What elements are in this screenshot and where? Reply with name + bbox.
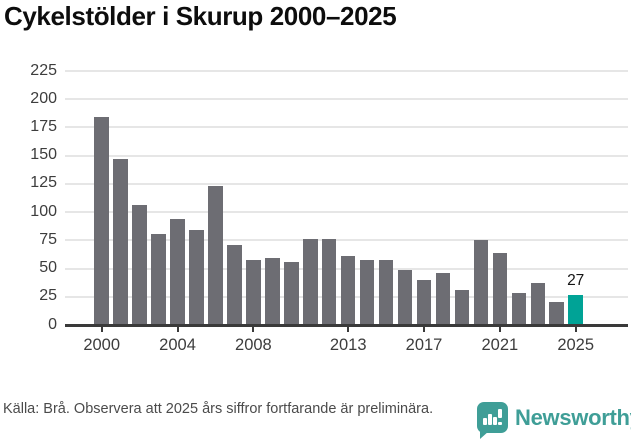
x-tick-label-2017: 2017 [405,336,443,354]
x-tick-label-2004: 2004 [159,336,196,354]
bar-2016 [397,269,413,325]
y-tick-label-125: 125 [30,174,57,192]
gridline-225 [65,70,628,72]
x-tick-label-2000: 2000 [83,336,121,354]
brand-name: Newsworthy [515,404,631,430]
y-tick-label-50: 50 [39,259,57,277]
icon-bubble-tail [480,431,489,439]
source-note: Källa: Brå. Observera att 2025 års siffr… [3,401,434,417]
icon-bar-2 [488,414,492,425]
x-tick-2017 [423,327,426,332]
bar-2011 [303,239,318,325]
x-tick-2013 [347,327,350,332]
x-tick-label-2021: 2021 [481,336,519,354]
y-tick-label-150: 150 [30,146,57,164]
y-tick-label-75: 75 [39,230,57,248]
x-tick-label-2013: 2013 [329,336,367,354]
x-tick-2000 [100,327,103,332]
bar-2005 [189,230,204,325]
gridline-175 [65,126,628,129]
icon-bar-3 [493,416,497,425]
bar-2012 [321,239,337,325]
bar-2013 [340,256,356,325]
bar-2002 [132,205,147,325]
gridline-75 [65,239,628,242]
icon-bar-1 [483,418,487,425]
chart-title: Cykelstölder i Skurup 2000–2025 [4,1,397,31]
newsworthy-logo: Newsworthy [477,402,631,439]
y-tick-label-175: 175 [30,117,57,135]
y-tick-label-25: 25 [39,287,57,305]
bar-2025 [568,294,583,325]
bar-2015 [378,259,394,325]
x-tick-label-2025: 2025 [557,336,595,354]
highlight-value-label: 27 [567,271,585,289]
bar-2021 [492,252,508,325]
bar-2020 [473,240,489,325]
y-tick-label-0: 0 [48,315,57,333]
gridline-125 [65,182,628,185]
x-tick-2008 [252,327,255,332]
bar-2008 [246,259,261,325]
bar-2003 [151,233,166,325]
gridline-100 [65,211,628,214]
x-tick-2025 [574,327,577,332]
x-tick-2021 [498,327,501,332]
bar-2022 [511,293,527,325]
bar-2024 [549,302,564,325]
bar-2023 [530,283,546,325]
bar-2000 [94,117,109,325]
x-axis-line [65,324,628,327]
bar-2007 [227,244,242,325]
bar-2017 [416,279,432,325]
icon-exclamation-dot [498,421,502,425]
y-tick-label-100: 100 [30,202,57,220]
y-tick-label-200: 200 [30,89,57,107]
x-tick-label-2008: 2008 [235,336,272,354]
gridline-150 [65,154,628,157]
y-tick-label-225: 225 [30,61,57,79]
bar-2019 [454,290,470,325]
bar-2009 [265,258,280,325]
bar-2001 [113,159,128,325]
bar-2014 [359,259,375,325]
icon-exclamation-stem [498,409,502,418]
gridline-200 [65,98,628,101]
newsworthy-bubble-chart-icon [477,402,508,439]
x-tick-2004 [176,327,179,332]
bar-2010 [284,261,299,325]
bar-2018 [435,273,451,325]
bar-2004 [170,218,185,325]
bar-2006 [208,186,223,325]
